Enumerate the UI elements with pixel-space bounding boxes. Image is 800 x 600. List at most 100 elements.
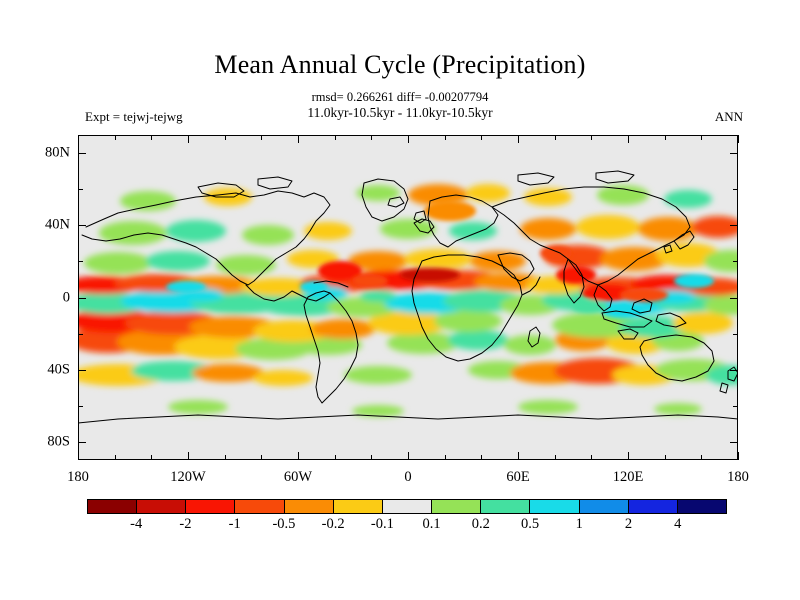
y-tick-minor xyxy=(78,406,83,407)
colorbar-segment xyxy=(676,500,727,513)
x-tick-minor-top xyxy=(78,135,79,143)
y-axis-label: 40N xyxy=(45,216,70,233)
x-tick-minor-top xyxy=(371,135,372,140)
x-axis-label: 120W xyxy=(170,469,206,485)
x-tick-minor xyxy=(445,455,446,460)
x-tick-minor xyxy=(78,452,79,460)
colorbar xyxy=(87,499,727,514)
y-tick-minor xyxy=(78,298,86,299)
colorbar-tick-label: -1 xyxy=(228,516,241,532)
colorbar-segment xyxy=(136,500,186,513)
map-plot-area xyxy=(78,135,738,460)
x-tick-minor-top xyxy=(335,135,336,140)
y-tick-minor-right xyxy=(730,225,738,226)
colorbar-segment xyxy=(480,500,530,513)
experiment-annotation: Expt = tejwj-tejwg xyxy=(85,109,183,124)
x-tick-minor-top xyxy=(188,135,189,143)
x-tick-minor xyxy=(261,455,262,460)
colorbar-segment xyxy=(529,500,579,513)
y-tick-minor xyxy=(78,442,86,443)
x-tick-minor-top xyxy=(261,135,262,140)
x-tick-minor-top xyxy=(481,135,482,140)
coastlines xyxy=(78,170,738,424)
colorbar-tick-label: -4 xyxy=(130,516,143,532)
colorbar-segment xyxy=(381,500,432,513)
x-tick-minor-top xyxy=(738,135,739,143)
x-tick-minor xyxy=(481,455,482,460)
y-tick-minor-right xyxy=(730,442,738,443)
statistics-annotation: rmsd= 0.266261 diff= -0.00207794 xyxy=(311,90,489,104)
x-tick-minor xyxy=(371,455,372,460)
x-tick-minor xyxy=(665,455,666,460)
y-tick-minor xyxy=(78,334,83,335)
x-tick-minor xyxy=(298,452,299,460)
colorbar-tick-label: 4 xyxy=(674,516,682,532)
x-tick-minor-top xyxy=(298,135,299,143)
x-tick-minor-top xyxy=(665,135,666,140)
x-tick-minor xyxy=(701,455,702,460)
x-axis-label: 60W xyxy=(283,469,313,485)
colorbar-segment xyxy=(185,500,235,513)
x-tick-minor-top xyxy=(151,135,152,140)
y-axis-label: 40S xyxy=(47,361,70,378)
x-tick-minor-top xyxy=(408,135,409,143)
x-tick-minor xyxy=(335,455,336,460)
x-axis-label: 120E xyxy=(612,469,644,485)
y-tick-minor-right xyxy=(733,189,738,190)
colorbar-segment xyxy=(578,500,628,513)
x-tick-minor xyxy=(591,455,592,460)
x-tick-minor xyxy=(115,455,116,460)
x-tick-minor-top xyxy=(225,135,226,140)
x-tick-minor-top xyxy=(555,135,556,140)
x-tick-minor-top xyxy=(115,135,116,140)
x-axis-label: 0 xyxy=(404,469,412,485)
y-tick-minor-right xyxy=(733,334,738,335)
y-tick-minor xyxy=(78,189,83,190)
x-tick-minor xyxy=(738,452,739,460)
colorbar-tick-label: -2 xyxy=(179,516,192,532)
colorbar-segment xyxy=(283,500,333,513)
colorbar-segment xyxy=(234,500,284,513)
x-tick-minor-top xyxy=(591,135,592,140)
y-tick-minor-right xyxy=(733,406,738,407)
x-tick-minor-top xyxy=(445,135,446,140)
colorbar-tick-label: 0.2 xyxy=(471,516,490,532)
colorbar-segment xyxy=(332,500,382,513)
y-tick-minor-right xyxy=(730,298,738,299)
x-tick-minor xyxy=(188,452,189,460)
y-axis-label: 80S xyxy=(47,433,70,450)
x-tick-minor-top xyxy=(628,135,629,143)
x-tick-minor xyxy=(518,452,519,460)
colorbar-tick-label: 2 xyxy=(624,516,633,532)
precipitation-anomaly-map xyxy=(78,135,738,460)
x-tick-minor xyxy=(555,455,556,460)
x-axis-label: 180 xyxy=(727,469,749,485)
x-tick-minor xyxy=(225,455,226,460)
y-tick-minor-right xyxy=(730,370,738,371)
colorbar-tick-label: 0.5 xyxy=(521,516,540,532)
y-tick-minor xyxy=(78,153,86,154)
page-title: Mean Annual Cycle (Precipitation) xyxy=(214,50,586,79)
colorbar-tick-label: -0.5 xyxy=(272,516,296,532)
case-annotation: 11.0kyr-10.5kyr - 11.0kyr-10.5kyr xyxy=(307,105,493,120)
x-tick-minor xyxy=(628,452,629,460)
x-tick-minor xyxy=(151,455,152,460)
y-axis-label: 0 xyxy=(62,289,70,305)
x-axis-label: 60E xyxy=(506,469,530,485)
season-annotation: ANN xyxy=(714,109,743,124)
y-axis-label: 80N xyxy=(45,144,70,161)
colorbar-segment xyxy=(431,500,481,513)
colorbar-tick-label: 0.1 xyxy=(422,516,441,532)
x-axis-label: 180 xyxy=(67,469,89,485)
colorbar-segment xyxy=(88,500,137,513)
y-tick-minor xyxy=(78,225,86,226)
regional-anomalies xyxy=(166,201,714,318)
y-tick-minor xyxy=(78,261,83,262)
y-tick-minor-right xyxy=(730,153,738,154)
y-tick-minor xyxy=(78,370,86,371)
colorbar-tick-label: -0.1 xyxy=(370,516,394,532)
colorbar-tick-label: -0.2 xyxy=(321,516,345,532)
x-tick-minor-top xyxy=(701,135,702,140)
x-tick-minor-top xyxy=(518,135,519,143)
